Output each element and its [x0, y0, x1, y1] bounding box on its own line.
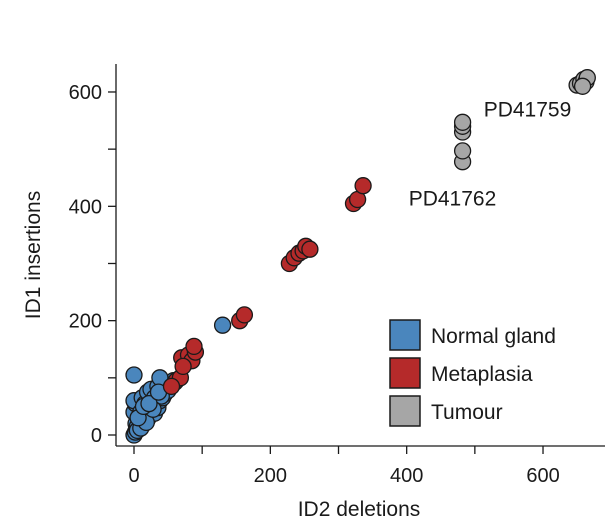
point-metaplasia	[162, 377, 181, 396]
ticks: 0 200 400 600 0 200 400 600	[69, 82, 560, 487]
point-normal-gland	[140, 394, 158, 413]
annotation-pd41759: PD41759	[484, 99, 572, 122]
point-metaplasia	[235, 306, 254, 324]
legend-swatch-tumour	[389, 395, 421, 427]
point-metaplasia	[185, 337, 203, 356]
point-metaplasia	[301, 240, 319, 258]
axes	[115, 64, 605, 447]
data-points	[125, 69, 596, 444]
point-normal-gland	[125, 366, 143, 384]
y-tick-label: 400	[69, 196, 102, 218]
y-tick-label: 600	[69, 82, 102, 104]
point-tumour	[453, 142, 472, 160]
point-tumour	[453, 113, 472, 131]
legend-label-normal-gland: Normal gland	[431, 325, 556, 348]
y-tick-label: 0	[91, 425, 102, 447]
annotations: PD41759 PD41762	[409, 99, 572, 211]
legend-label-metaplasia: Metaplasia	[431, 363, 533, 386]
legend-swatch-normal-gland	[389, 319, 421, 351]
x-tick-label: 200	[254, 465, 287, 487]
legend: Normal gland Metaplasia Tumour	[389, 319, 556, 427]
point-metaplasia	[174, 357, 192, 376]
y-axis-title: ID1 insertions	[22, 191, 45, 319]
legend-label-tumour: Tumour	[431, 401, 503, 424]
point-tumour	[573, 77, 592, 95]
y-tick-label: 200	[69, 311, 102, 333]
x-tick-label: 0	[128, 465, 139, 487]
x-tick-label: 600	[526, 465, 559, 487]
x-axis-title: ID2 deletions	[298, 498, 421, 521]
x-tick-label: 400	[390, 465, 423, 487]
legend-swatch-metaplasia	[389, 357, 421, 389]
point-metaplasia	[354, 177, 372, 195]
annotation-pd41762: PD41762	[409, 188, 497, 211]
point-normal-gland	[213, 316, 232, 334]
